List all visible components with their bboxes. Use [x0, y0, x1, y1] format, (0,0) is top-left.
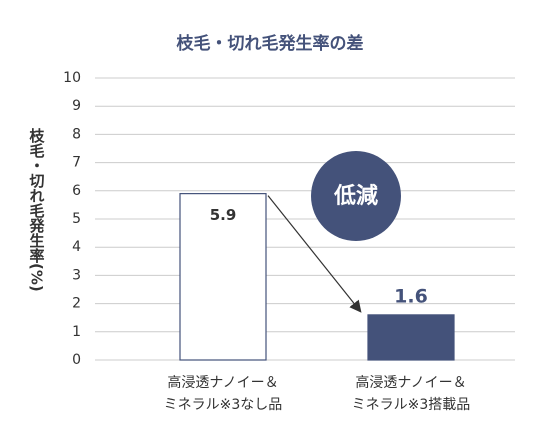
- arrow: [267, 195, 362, 313]
- y-tick-label: 3: [72, 267, 81, 283]
- value-label: 5.9: [210, 206, 237, 224]
- y-tick-label: 9: [72, 98, 81, 114]
- y-axis-label: 枝毛・切れ毛発生率(%): [28, 127, 46, 292]
- y-tick-label: 2: [72, 296, 81, 312]
- x-tick-label: ミネラル※3搭載品: [352, 397, 471, 413]
- value-label: 1.6: [394, 285, 428, 307]
- y-tick-label: 8: [72, 126, 81, 142]
- y-tick-label: 4: [72, 239, 81, 255]
- y-tick-label: 1: [72, 324, 81, 340]
- y-tick-label: 7: [72, 155, 81, 171]
- x-tick-label: 高浸透ナノイー＆: [167, 374, 278, 391]
- y-tick-label: 10: [63, 70, 81, 86]
- chart-title: 枝毛・切れ毛発生率の差: [177, 33, 364, 54]
- y-tick-label: 5: [72, 211, 81, 227]
- y-tick-label: 0: [72, 352, 81, 368]
- x-tick-label: ミネラル※3なし品: [164, 397, 283, 413]
- annotation-circle: [311, 151, 401, 241]
- bar: [179, 193, 267, 361]
- annotation: 低減: [333, 184, 378, 209]
- bar: [367, 314, 455, 361]
- y-tick-label: 6: [72, 183, 81, 199]
- x-tick-label: 高浸透ナノイー＆: [355, 374, 466, 391]
